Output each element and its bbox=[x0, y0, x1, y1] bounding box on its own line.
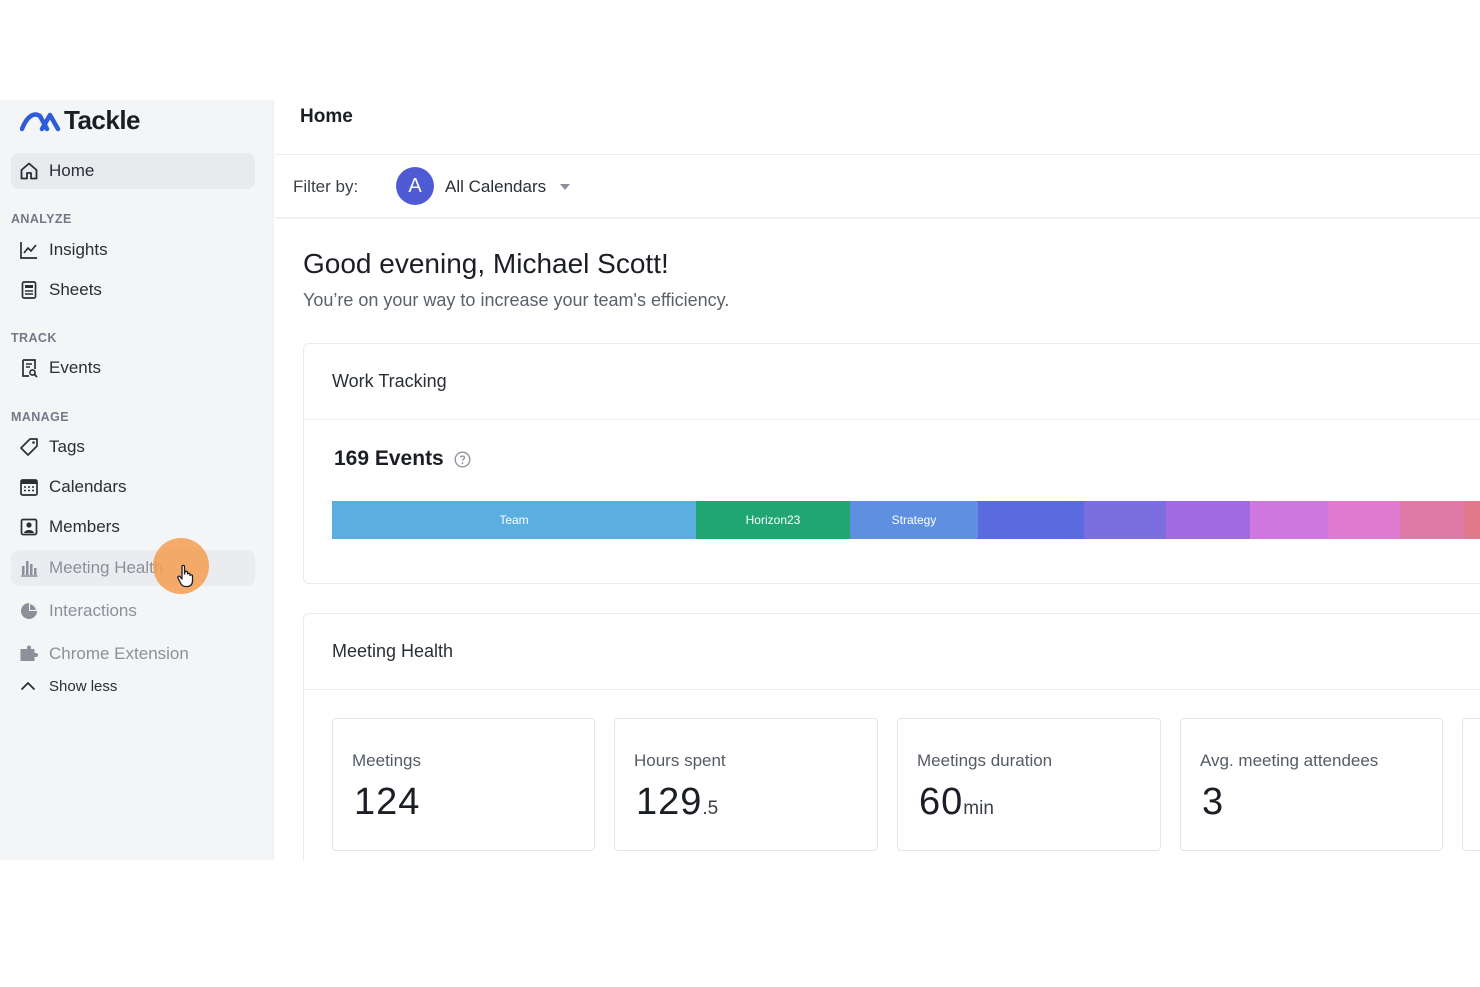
work-tracking-title: Work Tracking bbox=[304, 344, 1480, 420]
events-bar-segment[interactable] bbox=[1328, 501, 1400, 539]
calendar-filter-select[interactable]: All Calendars bbox=[445, 177, 571, 197]
sidebar-item-label: Interactions bbox=[49, 601, 137, 620]
sidebar-item-meeting-health[interactable]: Meeting Health bbox=[11, 550, 255, 586]
greeting-title: Good evening, Michael Scott! bbox=[303, 248, 669, 279]
stat-card-meetings[interactable]: Meetings 124 bbox=[332, 718, 595, 851]
events-count-label: 169 Events bbox=[334, 447, 444, 470]
caret-down-icon bbox=[560, 184, 571, 190]
sidebar-item-label: Home bbox=[49, 161, 95, 180]
show-less-label: Show less bbox=[49, 677, 118, 695]
meeting-health-card: Meeting Health Meetings 124 Hours spent … bbox=[303, 613, 1480, 860]
stat-card-avg-attendees[interactable]: Avg. meeting attendees 3 bbox=[1180, 718, 1443, 851]
sidebar: Tackle Home ANALYZE Insights Sheets TRAC… bbox=[0, 100, 274, 860]
events-bar-segment[interactable]: Strategy bbox=[850, 501, 978, 539]
main-content: Home Filter by: A All Calendars Good eve… bbox=[275, 100, 1480, 860]
hand-pointer-icon bbox=[177, 564, 194, 588]
sidebar-item-label: Events bbox=[49, 358, 101, 377]
sidebar-item-label: Meeting Health bbox=[49, 558, 164, 577]
stat-value: 124 bbox=[354, 781, 421, 823]
sidebar-item-label: Insights bbox=[49, 240, 108, 259]
sheet-icon bbox=[19, 280, 39, 300]
logo[interactable]: Tackle bbox=[20, 104, 141, 135]
calendar-filter-value: All Calendars bbox=[445, 177, 547, 196]
stat-label: Avg. meeting attendees bbox=[1200, 751, 1379, 770]
home-icon bbox=[19, 161, 39, 181]
calendar-avatar[interactable]: A bbox=[396, 167, 434, 205]
greeting-subtitle: You’re on your way to increase your team… bbox=[303, 290, 730, 310]
help-icon[interactable] bbox=[454, 451, 471, 468]
calendar-icon bbox=[19, 477, 39, 497]
section-label-manage: MANAGE bbox=[11, 410, 69, 424]
app-window: Tackle Home ANALYZE Insights Sheets TRAC… bbox=[0, 100, 1480, 860]
sidebar-item-label: Sheets bbox=[49, 280, 102, 299]
chevron-up-icon bbox=[21, 682, 35, 690]
sidebar-item-home[interactable]: Home bbox=[11, 153, 255, 189]
stat-label: Meetings bbox=[352, 751, 421, 770]
sidebar-item-label: Tags bbox=[49, 437, 85, 456]
section-label-track: TRACK bbox=[11, 331, 57, 345]
stat-label: Hours spent bbox=[634, 751, 726, 770]
page-title: Home bbox=[300, 106, 353, 127]
members-icon bbox=[19, 517, 39, 537]
sidebar-item-interactions[interactable]: Interactions bbox=[11, 593, 255, 629]
filter-bar: Filter by: A All Calendars bbox=[275, 155, 1480, 219]
sidebar-item-label: Chrome Extension bbox=[49, 644, 189, 663]
events-stacked-bar: Team Horizon23 Strategy bbox=[332, 501, 1480, 539]
events-bar-segment[interactable] bbox=[1166, 501, 1250, 539]
sidebar-item-tags[interactable]: Tags bbox=[11, 429, 255, 465]
show-less-button[interactable]: Show less bbox=[11, 674, 117, 698]
events-bar-segment[interactable] bbox=[1464, 501, 1480, 539]
stat-card-partial[interactable] bbox=[1462, 718, 1480, 851]
events-icon bbox=[19, 358, 39, 378]
events-bar-segment[interactable]: Horizon23 bbox=[696, 501, 850, 539]
tag-icon bbox=[19, 437, 39, 457]
stat-value: 3 bbox=[1202, 781, 1225, 823]
sidebar-item-events[interactable]: Events bbox=[11, 350, 255, 386]
stat-card-meetings-duration[interactable]: Meetings duration 60min bbox=[897, 718, 1161, 851]
sidebar-item-label: Members bbox=[49, 517, 120, 536]
top-bar: Home bbox=[275, 100, 1480, 155]
events-bar-segment[interactable] bbox=[1400, 501, 1464, 539]
stat-value: 60min bbox=[919, 781, 994, 823]
filter-label: Filter by: bbox=[293, 177, 359, 196]
sidebar-item-sheets[interactable]: Sheets bbox=[11, 272, 255, 308]
sidebar-item-label: Calendars bbox=[49, 477, 127, 496]
stat-card-hours-spent[interactable]: Hours spent 129.5 bbox=[614, 718, 878, 851]
events-bar-segment[interactable] bbox=[1084, 501, 1166, 539]
work-tracking-card: Work Tracking 169 Events Team Horizon23 St… bbox=[303, 343, 1480, 584]
chart-line-icon bbox=[19, 240, 39, 260]
sidebar-item-calendars[interactable]: Calendars bbox=[11, 469, 255, 505]
events-bar-segment[interactable] bbox=[1250, 501, 1328, 539]
bar-chart-icon bbox=[19, 558, 39, 578]
logo-text: Tackle bbox=[64, 104, 141, 135]
stat-label: Meetings duration bbox=[917, 751, 1053, 770]
meeting-health-title: Meeting Health bbox=[304, 614, 1480, 690]
events-bar-segment[interactable] bbox=[978, 501, 1084, 539]
tackle-logo-icon bbox=[20, 112, 61, 132]
events-bar-segment[interactable]: Team bbox=[332, 501, 696, 539]
puzzle-icon bbox=[19, 644, 39, 664]
sidebar-item-insights[interactable]: Insights bbox=[11, 232, 255, 268]
pie-chart-icon bbox=[19, 601, 39, 621]
stat-value: 129.5 bbox=[636, 781, 719, 823]
sidebar-item-chrome-extension[interactable]: Chrome Extension bbox=[11, 636, 255, 672]
events-count: 169 Events bbox=[334, 447, 471, 471]
section-label-analyze: ANALYZE bbox=[11, 212, 72, 226]
sidebar-item-members[interactable]: Members bbox=[11, 509, 255, 545]
